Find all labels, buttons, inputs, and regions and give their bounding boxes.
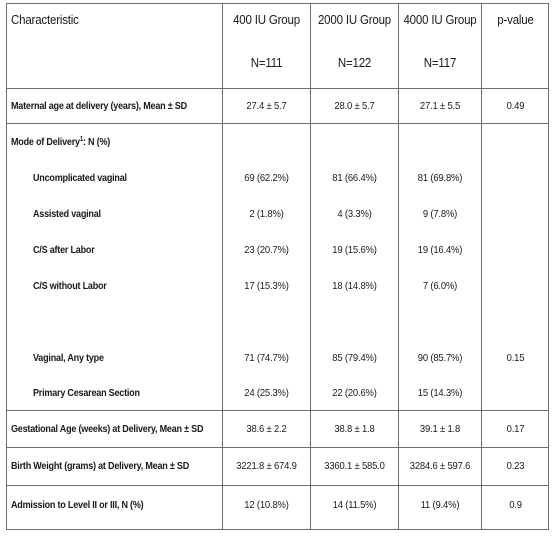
column-divider [222,4,223,529]
cell-4000iu: 81 (69.8%) [417,172,463,184]
row-label-vaginal-any-type: Vaginal, Any type [33,352,104,364]
cell-4000iu: 27.1 ± 5.5 [419,100,461,112]
cell-2000iu: 38.8 ± 1.8 [334,423,375,435]
cell-400iu: 38.6 ± 2.2 [246,423,287,435]
header-characteristic: Characteristic [11,13,79,27]
cell-4000iu: 39.1 ± 1.8 [419,423,461,435]
cell-400iu: 12 (10.8%) [244,499,289,511]
cell-pvalue: 0.23 [506,460,525,472]
row-label-cs-after-labor: C/S after Labor [33,244,95,256]
cell-4000iu: 15 (14.3%) [417,387,463,399]
row-label-maternal-age: Maternal age at delivery (years), Mean ±… [11,100,187,112]
header-2000iu: 2000 IU Group [317,13,392,27]
cell-400iu: 71 (74.7%) [244,352,289,364]
cell-pvalue: 0.9 [509,499,522,511]
cell-4000iu: 19 (16.4%) [417,244,463,256]
row-divider [7,447,548,448]
cell-2000iu: 18 (14.8%) [332,280,377,292]
row-divider [7,88,548,89]
header-pvalue: p-value [497,13,534,27]
cell-pvalue: 0.17 [506,423,525,435]
cell-pvalue: 0.49 [506,100,525,112]
cell-4000iu: 7 (6.0%) [422,280,458,292]
cell-400iu: 2 (1.8%) [249,208,284,220]
header-400iu: 400 IU Group [233,13,300,27]
cell-2000iu: 22 (20.6%) [332,387,377,399]
row-label-admission: Admission to Level II or III, N (%) [11,499,144,511]
cell-400iu: 17 (15.3%) [244,280,289,292]
cell-2000iu: 81 (66.4%) [332,172,377,184]
row-divider [7,410,548,411]
cell-400iu: 27.4 ± 5.7 [246,100,287,112]
footnote-marker: 1 [79,136,83,143]
row-divider [7,485,548,486]
cell-4000iu: 11 (9.4%) [420,499,460,511]
cell-2000iu: 85 (79.4%) [332,352,377,364]
cell-2000iu: 14 (11.5%) [332,499,377,511]
row-label-uncomplicated-vaginal: Uncomplicated vaginal [33,172,127,184]
row-label-primary-cesarean: Primary Cesarean Section [33,387,140,399]
cell-pvalue: 0.15 [506,352,525,364]
row-label-assisted-vaginal: Assisted vaginal [33,208,101,220]
cell-4000iu: 3284.6 ± 597.6 [409,460,471,472]
header-400iu-n: N=111 [250,56,283,70]
column-divider [481,4,482,529]
row-label-birth-weight: Birth Weight (grams) at Delivery, Mean ±… [11,460,190,472]
mode-of-delivery-suffix: : N (%) [82,136,111,148]
cell-2000iu: 3360.1 ± 585.0 [324,460,385,472]
cell-2000iu: 19 (15.6%) [332,244,377,256]
row-label-gestational-age: Gestational Age (weeks) at Delivery, Mea… [11,423,204,435]
column-divider [398,4,399,529]
mode-of-delivery-text: Mode of Delivery [11,136,80,148]
cell-400iu: 23 (20.7%) [244,244,289,256]
row-label-mode-of-delivery: Mode of Delivery1: N (%) [11,135,110,149]
cell-400iu: 24 (25.3%) [244,387,289,399]
row-divider [7,123,548,124]
header-4000iu: 4000 IU Group [403,13,477,27]
cell-2000iu: 28.0 ± 5.7 [334,100,375,112]
cell-2000iu: 4 (3.3%) [337,208,372,220]
cell-4000iu: 9 (7.8%) [422,208,458,220]
cell-4000iu: 90 (85.7%) [417,352,463,364]
cell-400iu: 69 (62.2%) [244,172,289,184]
results-table: Characteristic 400 IU Group N=111 2000 I… [6,3,549,530]
column-divider [310,4,311,529]
header-4000iu-n: N=117 [423,56,457,70]
cell-400iu: 3221.8 ± 674.9 [236,460,297,472]
row-label-cs-without-labor: C/S without Labor [33,280,107,292]
header-2000iu-n: N=122 [337,56,372,70]
